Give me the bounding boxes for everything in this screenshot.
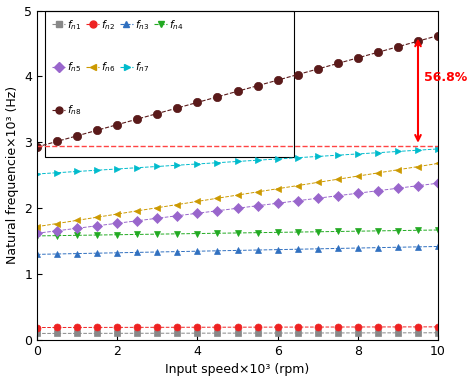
Legend: $f_{n8}$: $f_{n8}$ [50, 102, 83, 120]
Bar [45, 11, 294, 157]
X-axis label: Input speed×10³ (rpm): Input speed×10³ (rpm) [165, 363, 310, 376]
Y-axis label: Natural frequencie×10³ (Hz): Natural frequencie×10³ (Hz) [6, 86, 18, 264]
Text: 56.8%: 56.8% [424, 71, 467, 84]
